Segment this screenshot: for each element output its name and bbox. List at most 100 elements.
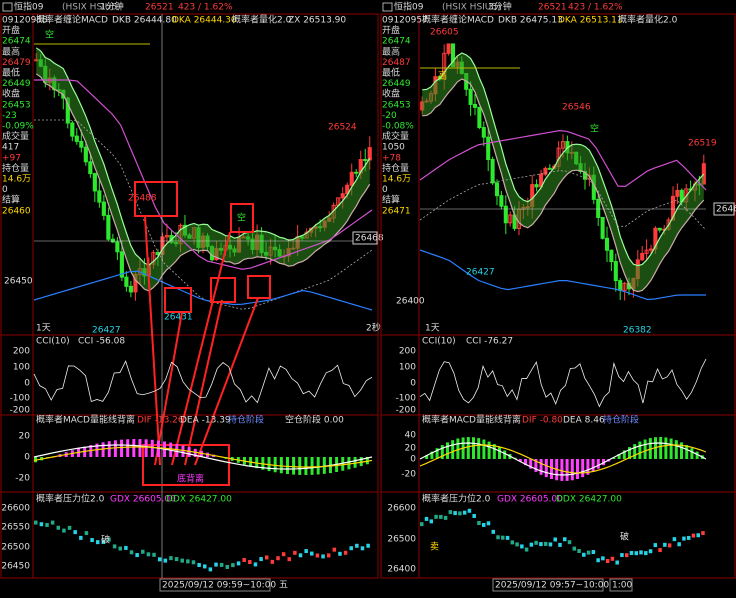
pressure-dot	[487, 521, 491, 525]
price-label: 1天	[425, 324, 440, 334]
macd-bar	[108, 441, 111, 457]
main-header: 概率者缠论MACD	[422, 14, 494, 26]
pressure-dot	[135, 553, 139, 557]
pressure-dot	[321, 554, 325, 558]
macd-bar	[467, 437, 470, 459]
candle	[75, 136, 78, 141]
sidebar-item: 26487	[382, 58, 411, 68]
pressure-dot	[544, 542, 548, 546]
pressure-dot	[242, 558, 246, 562]
price-label: 空	[237, 212, 246, 224]
macd-bar	[304, 457, 307, 475]
pressure-dot	[635, 551, 639, 555]
pressure-dot	[62, 529, 66, 533]
macd-bar	[566, 459, 569, 481]
sidebar-item: 持仓量	[2, 162, 29, 174]
candle	[107, 215, 110, 239]
trend-band	[36, 48, 369, 291]
pressure-ddx: DDX 26427.00	[166, 495, 232, 505]
pressure-dot	[673, 537, 677, 541]
pressure-dot	[458, 511, 462, 515]
cci-axis: -200	[10, 406, 31, 416]
macd-bar	[311, 457, 314, 475]
pressure-dot	[175, 557, 179, 561]
pressure-dot	[57, 526, 61, 530]
pressure-dot	[366, 544, 370, 548]
pressure-dot	[316, 554, 320, 558]
sidebar-item: 26479	[2, 58, 31, 68]
macd-bar	[498, 447, 501, 459]
candle	[350, 172, 353, 185]
pressure-dot	[355, 544, 359, 548]
sidebar-item: 收盘	[2, 88, 20, 100]
pressure-dot	[293, 551, 297, 555]
pressure-dot	[197, 563, 201, 567]
candle	[495, 183, 498, 196]
pressure-dot	[158, 557, 162, 561]
pressure-dot	[209, 567, 213, 571]
pressure-dot	[677, 542, 681, 546]
pressure-dot	[265, 555, 269, 559]
pressure-dot	[587, 551, 591, 555]
macd-dif: DIF -13.26	[137, 416, 184, 426]
candle	[535, 185, 538, 187]
candle	[355, 172, 358, 173]
macd-bar	[132, 439, 135, 457]
pressure-dot	[147, 552, 151, 556]
pressure-dot	[259, 557, 263, 561]
price-label: 26427	[466, 268, 495, 278]
price-label: 2秒	[366, 322, 381, 334]
pressure-dot	[654, 543, 658, 547]
pressure-dot	[310, 552, 314, 556]
pressure-dot	[644, 551, 648, 555]
pressure-dot	[539, 542, 543, 546]
candle	[504, 206, 507, 223]
pressure-dot	[276, 556, 280, 560]
candle	[658, 228, 661, 230]
macd-bar	[298, 457, 301, 475]
macd-bar	[175, 444, 178, 457]
main-header: 概率者量化2.0	[618, 14, 678, 26]
pressure-dot	[68, 526, 72, 530]
pressure-axis: 26450	[1, 562, 30, 572]
price-label: 空	[45, 29, 54, 41]
pressure-dot	[615, 561, 619, 565]
pressure-dot	[534, 541, 538, 545]
sidebar-item: 开盘	[382, 24, 400, 36]
cci-axis: -100	[396, 394, 417, 404]
main-header: 概率者量化2.0	[232, 14, 292, 26]
macd-stage1: 持仓阶段	[603, 414, 639, 426]
macd-axis: 0	[410, 455, 416, 465]
macd-bar	[477, 438, 480, 459]
pressure-dot	[577, 549, 581, 553]
candle	[482, 128, 485, 138]
macd-bar	[347, 457, 350, 469]
macd-bar	[292, 457, 295, 475]
pressure-dot	[299, 553, 303, 557]
candle	[84, 147, 87, 162]
pressure-dot	[482, 523, 486, 527]
macd-dea: DEA 8.46	[563, 416, 605, 426]
candle	[610, 250, 613, 261]
sidebar-item: 26474	[2, 37, 31, 47]
macd-axis: 20	[405, 444, 417, 454]
sidebar-item: 26474	[382, 37, 411, 47]
macd-bar	[540, 459, 543, 475]
candle	[89, 162, 92, 174]
candle	[641, 253, 644, 259]
macd-axis: -20	[15, 474, 30, 484]
pressure-dot	[45, 523, 49, 527]
topbar-period: 1分钟	[100, 1, 124, 13]
macd-bar	[151, 440, 154, 457]
candle	[71, 123, 74, 136]
pressure-dot	[333, 548, 337, 552]
pressure-dot	[119, 547, 123, 551]
pressure-dot	[515, 542, 519, 546]
macd-dif: DIF -0.80	[522, 416, 563, 426]
annotation-box	[165, 288, 191, 312]
cci-axis: 0	[24, 379, 30, 389]
sidebar-item: 0	[2, 185, 8, 195]
candle	[447, 44, 450, 53]
macd-bar	[456, 438, 459, 459]
